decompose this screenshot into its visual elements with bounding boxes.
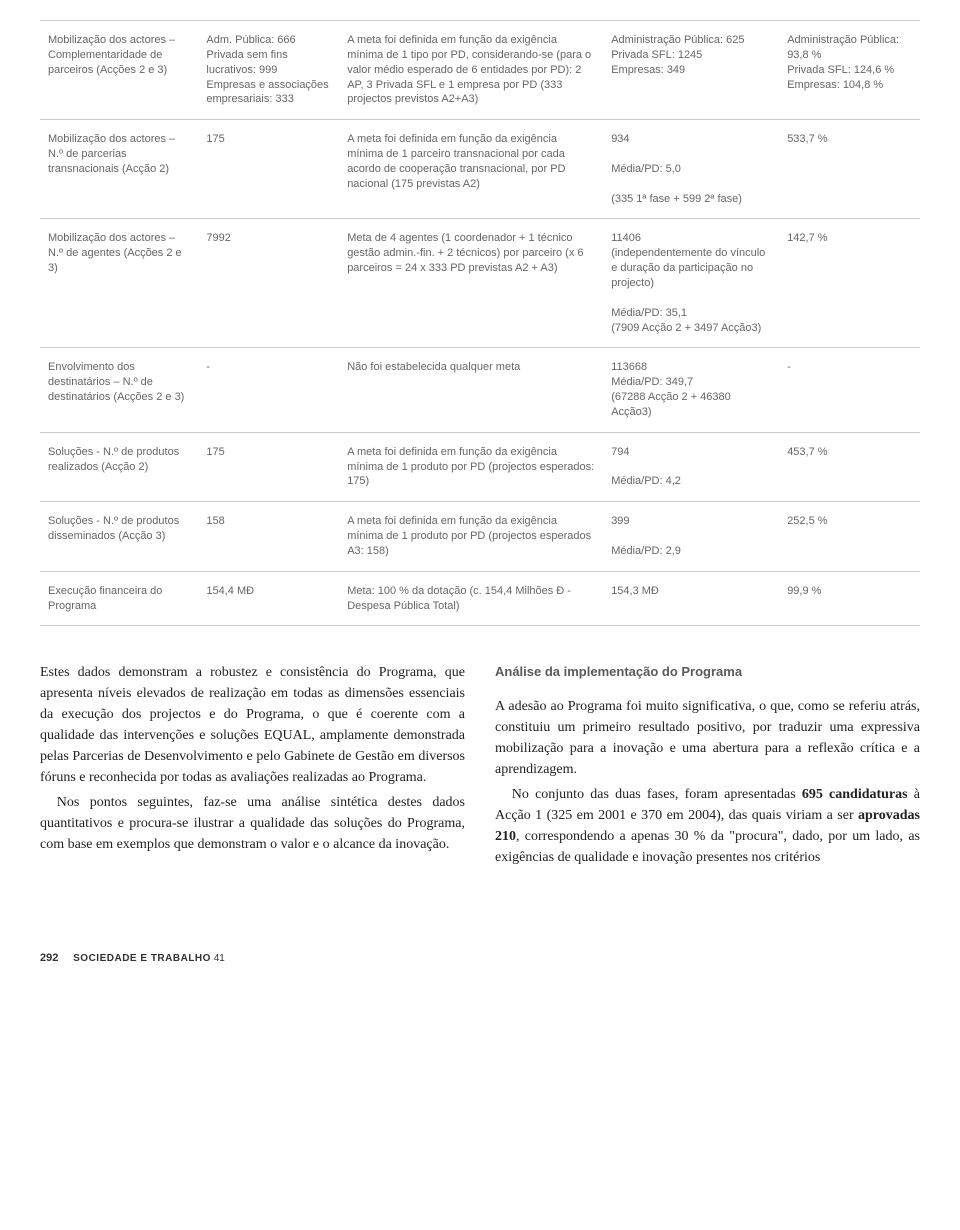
table-cell: A meta foi definida em função da exigênc… xyxy=(339,21,603,120)
table-row: Mobilização dos actores – N.º de agentes… xyxy=(40,219,920,348)
table-cell: 934 Média/PD: 5,0 (335 1ª fase + 599 2ª … xyxy=(603,120,779,219)
left-column: Estes dados demonstram a robustez e cons… xyxy=(40,662,465,872)
table-cell: A meta foi definida em função da exigênc… xyxy=(339,502,603,572)
table-row: Envolvimento dos destinatários – N.º de … xyxy=(40,348,920,432)
table-cell: Mobilização dos actores – N.º de agentes… xyxy=(40,219,198,348)
table-cell: 113668 Média/PD: 349,7 (67288 Acção 2 + … xyxy=(603,348,779,432)
table-cell: 175 xyxy=(198,432,339,502)
table-row: Execução financeira do Programa154,4 MÐM… xyxy=(40,571,920,626)
table-cell: 142,7 % xyxy=(779,219,920,348)
table-cell: 154,3 MÐ xyxy=(603,571,779,626)
table-cell: 158 xyxy=(198,502,339,572)
table-cell: 99,9 % xyxy=(779,571,920,626)
left-paragraph-1: Estes dados demonstram a robustez e cons… xyxy=(40,662,465,788)
right-column: Análise da implementação do Programa A a… xyxy=(495,662,920,872)
page-number: 292 xyxy=(40,952,58,964)
table-row: Mobilização dos actores – N.º de parceri… xyxy=(40,120,920,219)
table-cell: 533,7 % xyxy=(779,120,920,219)
table-cell: Soluções - N.º de produtos disseminados … xyxy=(40,502,198,572)
publication-name: SOCIEDADE E TRABALHO xyxy=(73,953,211,964)
right-paragraph-2: No conjunto das duas fases, foram aprese… xyxy=(495,784,920,868)
table-cell: 252,5 % xyxy=(779,502,920,572)
table-row: Soluções - N.º de produtos realizados (A… xyxy=(40,432,920,502)
page-footer: 292 SOCIEDADE E TRABALHO 41 xyxy=(40,952,920,964)
table-cell: Mobilização dos actores – Complementarid… xyxy=(40,21,198,120)
table-cell: Não foi estabelecida qualquer meta xyxy=(339,348,603,432)
table-cell: 175 xyxy=(198,120,339,219)
table-cell: 794 Média/PD: 4,2 xyxy=(603,432,779,502)
body-text-columns: Estes dados demonstram a robustez e cons… xyxy=(40,662,920,872)
indicators-table: Mobilização dos actores – Complementarid… xyxy=(40,20,920,626)
table-cell: - xyxy=(779,348,920,432)
table-cell: Administração Pública: 93,8 % Privada SF… xyxy=(779,21,920,120)
table-cell: A meta foi definida em função da exigênc… xyxy=(339,432,603,502)
table-cell: Adm. Pública: 666 Privada sem fins lucra… xyxy=(198,21,339,120)
table-row: Soluções - N.º de produtos disseminados … xyxy=(40,502,920,572)
right-heading: Análise da implementação do Programa xyxy=(495,662,920,682)
table-cell: 11406 (independentemente do vínculo e du… xyxy=(603,219,779,348)
table-cell: Soluções - N.º de produtos realizados (A… xyxy=(40,432,198,502)
table-cell: 453,7 % xyxy=(779,432,920,502)
table-cell: Meta: 100 % da dotação (c. 154,4 Milhões… xyxy=(339,571,603,626)
table-cell: - xyxy=(198,348,339,432)
table-cell: A meta foi definida em função da exigênc… xyxy=(339,120,603,219)
table-cell: 154,4 MÐ xyxy=(198,571,339,626)
table-cell: Mobilização dos actores – N.º de parceri… xyxy=(40,120,198,219)
table-cell: Administração Pública: 625 Privada SFL: … xyxy=(603,21,779,120)
table-cell: Execução financeira do Programa xyxy=(40,571,198,626)
left-paragraph-2: Nos pontos seguintes, faz-se uma análise… xyxy=(40,792,465,855)
table-cell: 7992 xyxy=(198,219,339,348)
table-cell: Meta de 4 agentes (1 coordenador + 1 téc… xyxy=(339,219,603,348)
table-cell: Envolvimento dos destinatários – N.º de … xyxy=(40,348,198,432)
right-paragraph-1: A adesão ao Programa foi muito significa… xyxy=(495,696,920,780)
table-cell: 399 Média/PD: 2,9 xyxy=(603,502,779,572)
publication-number: 41 xyxy=(211,953,225,964)
table-row: Mobilização dos actores – Complementarid… xyxy=(40,21,920,120)
